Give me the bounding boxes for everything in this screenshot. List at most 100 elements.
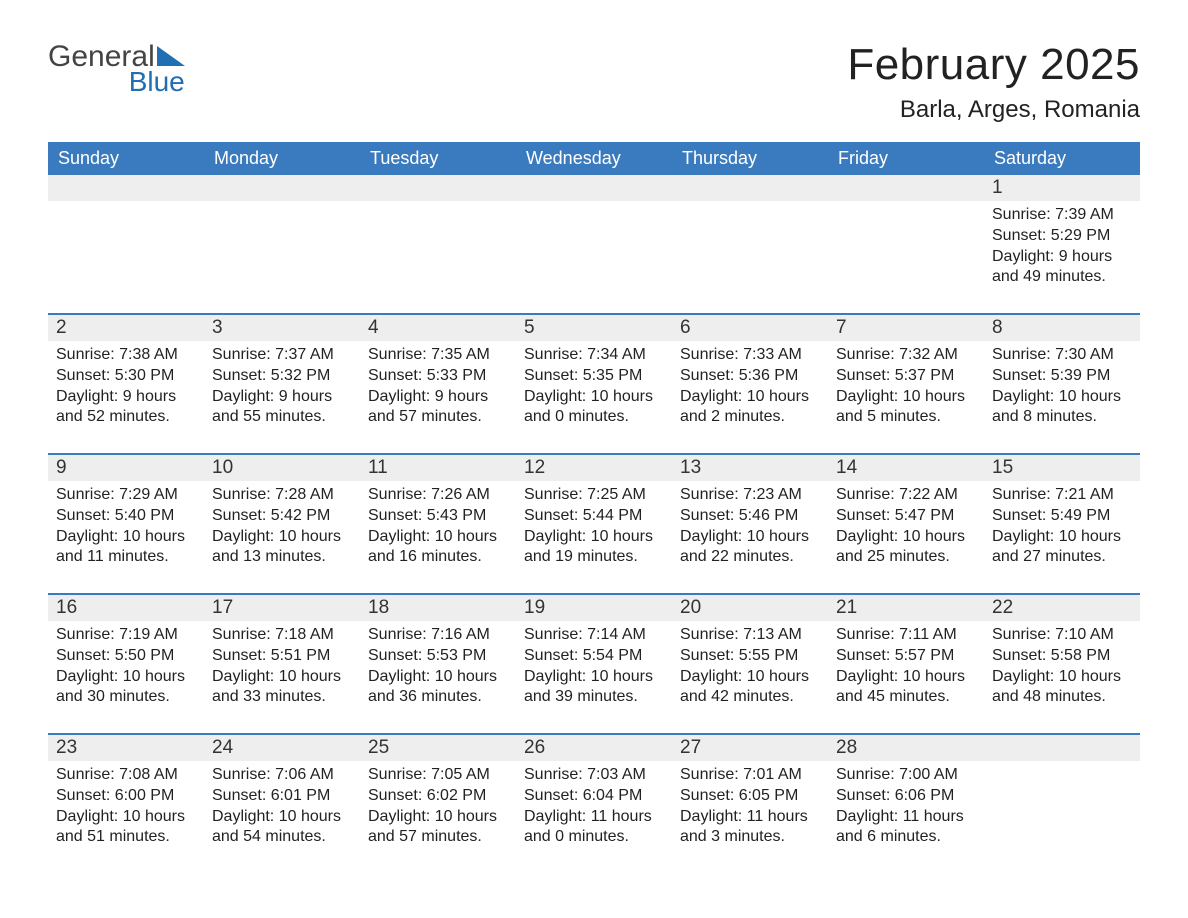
day-cell xyxy=(828,201,984,291)
sunset-text: Sunset: 5:54 PM xyxy=(524,646,664,667)
sunrise-text: Sunrise: 7:19 AM xyxy=(56,625,196,646)
day-number xyxy=(984,735,1140,761)
calendar-header-row: SundayMondayTuesdayWednesdayThursdayFrid… xyxy=(48,142,1140,175)
sunrise-text: Sunrise: 7:05 AM xyxy=(368,765,508,786)
day-cell: Sunrise: 7:08 AMSunset: 6:00 PMDaylight:… xyxy=(48,761,204,851)
sunset-text: Sunset: 6:00 PM xyxy=(56,786,196,807)
sunrise-text: Sunrise: 7:14 AM xyxy=(524,625,664,646)
day-number: 6 xyxy=(672,315,828,341)
daylight-text: Daylight: 10 hours and 51 minutes. xyxy=(56,807,196,849)
day-number: 27 xyxy=(672,735,828,761)
sunrise-text: Sunrise: 7:35 AM xyxy=(368,345,508,366)
daylight-text: Daylight: 11 hours and 3 minutes. xyxy=(680,807,820,849)
day-number xyxy=(204,175,360,201)
calendar-week: 16171819202122Sunrise: 7:19 AMSunset: 5:… xyxy=(48,593,1140,711)
day-cell: Sunrise: 7:19 AMSunset: 5:50 PMDaylight:… xyxy=(48,621,204,711)
day-number: 15 xyxy=(984,455,1140,481)
day-cell: Sunrise: 7:26 AMSunset: 5:43 PMDaylight:… xyxy=(360,481,516,571)
sunrise-text: Sunrise: 7:30 AM xyxy=(992,345,1132,366)
day-cell: Sunrise: 7:14 AMSunset: 5:54 PMDaylight:… xyxy=(516,621,672,711)
day-body-row: Sunrise: 7:39 AMSunset: 5:29 PMDaylight:… xyxy=(48,201,1140,291)
calendar-week: 232425262728Sunrise: 7:08 AMSunset: 6:00… xyxy=(48,733,1140,851)
sunrise-text: Sunrise: 7:39 AM xyxy=(992,205,1132,226)
day-number: 21 xyxy=(828,595,984,621)
sunset-text: Sunset: 5:42 PM xyxy=(212,506,352,527)
day-number: 11 xyxy=(360,455,516,481)
calendar-header-cell: Friday xyxy=(828,142,984,175)
daylight-text: Daylight: 9 hours and 52 minutes. xyxy=(56,387,196,429)
day-number: 28 xyxy=(828,735,984,761)
sunrise-text: Sunrise: 7:06 AM xyxy=(212,765,352,786)
sunset-text: Sunset: 5:40 PM xyxy=(56,506,196,527)
day-cell: Sunrise: 7:37 AMSunset: 5:32 PMDaylight:… xyxy=(204,341,360,431)
sunset-text: Sunset: 5:29 PM xyxy=(992,226,1132,247)
day-number: 23 xyxy=(48,735,204,761)
calendar-header-cell: Wednesday xyxy=(516,142,672,175)
day-body-row: Sunrise: 7:08 AMSunset: 6:00 PMDaylight:… xyxy=(48,761,1140,851)
sunset-text: Sunset: 5:30 PM xyxy=(56,366,196,387)
sunset-text: Sunset: 5:37 PM xyxy=(836,366,976,387)
daylight-text: Daylight: 10 hours and 5 minutes. xyxy=(836,387,976,429)
day-number-row: 1 xyxy=(48,175,1140,201)
day-cell: Sunrise: 7:23 AMSunset: 5:46 PMDaylight:… xyxy=(672,481,828,571)
day-number xyxy=(828,175,984,201)
sunset-text: Sunset: 5:32 PM xyxy=(212,366,352,387)
sunset-text: Sunset: 6:04 PM xyxy=(524,786,664,807)
calendar-header-cell: Thursday xyxy=(672,142,828,175)
daylight-text: Daylight: 10 hours and 19 minutes. xyxy=(524,527,664,569)
day-cell: Sunrise: 7:30 AMSunset: 5:39 PMDaylight:… xyxy=(984,341,1140,431)
day-cell: Sunrise: 7:38 AMSunset: 5:30 PMDaylight:… xyxy=(48,341,204,431)
day-number: 19 xyxy=(516,595,672,621)
sunset-text: Sunset: 5:50 PM xyxy=(56,646,196,667)
sunset-text: Sunset: 6:05 PM xyxy=(680,786,820,807)
title-block: February 2025 Barla, Arges, Romania xyxy=(847,40,1140,124)
sunrise-text: Sunrise: 7:38 AM xyxy=(56,345,196,366)
calendar-week: 2345678Sunrise: 7:38 AMSunset: 5:30 PMDa… xyxy=(48,313,1140,431)
sunrise-text: Sunrise: 7:08 AM xyxy=(56,765,196,786)
day-number: 17 xyxy=(204,595,360,621)
daylight-text: Daylight: 9 hours and 49 minutes. xyxy=(992,247,1132,289)
day-number xyxy=(516,175,672,201)
day-cell xyxy=(516,201,672,291)
calendar-header-cell: Saturday xyxy=(984,142,1140,175)
daylight-text: Daylight: 11 hours and 6 minutes. xyxy=(836,807,976,849)
day-number-row: 9101112131415 xyxy=(48,455,1140,481)
day-cell: Sunrise: 7:32 AMSunset: 5:37 PMDaylight:… xyxy=(828,341,984,431)
day-cell xyxy=(204,201,360,291)
day-number-row: 2345678 xyxy=(48,315,1140,341)
sunset-text: Sunset: 5:43 PM xyxy=(368,506,508,527)
sunset-text: Sunset: 6:02 PM xyxy=(368,786,508,807)
daylight-text: Daylight: 10 hours and 22 minutes. xyxy=(680,527,820,569)
day-number xyxy=(672,175,828,201)
sunrise-text: Sunrise: 7:16 AM xyxy=(368,625,508,646)
day-number: 20 xyxy=(672,595,828,621)
daylight-text: Daylight: 10 hours and 25 minutes. xyxy=(836,527,976,569)
day-number: 4 xyxy=(360,315,516,341)
day-number: 5 xyxy=(516,315,672,341)
logo-text: General Blue xyxy=(48,40,185,96)
daylight-text: Daylight: 10 hours and 36 minutes. xyxy=(368,667,508,709)
day-cell: Sunrise: 7:01 AMSunset: 6:05 PMDaylight:… xyxy=(672,761,828,851)
day-cell: Sunrise: 7:22 AMSunset: 5:47 PMDaylight:… xyxy=(828,481,984,571)
day-cell: Sunrise: 7:16 AMSunset: 5:53 PMDaylight:… xyxy=(360,621,516,711)
daylight-text: Daylight: 10 hours and 33 minutes. xyxy=(212,667,352,709)
day-number: 22 xyxy=(984,595,1140,621)
sunset-text: Sunset: 5:39 PM xyxy=(992,366,1132,387)
calendar-header-cell: Monday xyxy=(204,142,360,175)
day-number: 8 xyxy=(984,315,1140,341)
sunset-text: Sunset: 6:06 PM xyxy=(836,786,976,807)
daylight-text: Daylight: 10 hours and 48 minutes. xyxy=(992,667,1132,709)
day-number: 24 xyxy=(204,735,360,761)
day-body-row: Sunrise: 7:29 AMSunset: 5:40 PMDaylight:… xyxy=(48,481,1140,571)
day-cell xyxy=(48,201,204,291)
day-number xyxy=(48,175,204,201)
day-cell: Sunrise: 7:00 AMSunset: 6:06 PMDaylight:… xyxy=(828,761,984,851)
day-cell: Sunrise: 7:33 AMSunset: 5:36 PMDaylight:… xyxy=(672,341,828,431)
day-number xyxy=(360,175,516,201)
day-number-row: 232425262728 xyxy=(48,735,1140,761)
day-cell: Sunrise: 7:06 AMSunset: 6:01 PMDaylight:… xyxy=(204,761,360,851)
logo-triangle-icon xyxy=(157,46,185,66)
day-number: 18 xyxy=(360,595,516,621)
sunset-text: Sunset: 5:35 PM xyxy=(524,366,664,387)
sunset-text: Sunset: 5:33 PM xyxy=(368,366,508,387)
